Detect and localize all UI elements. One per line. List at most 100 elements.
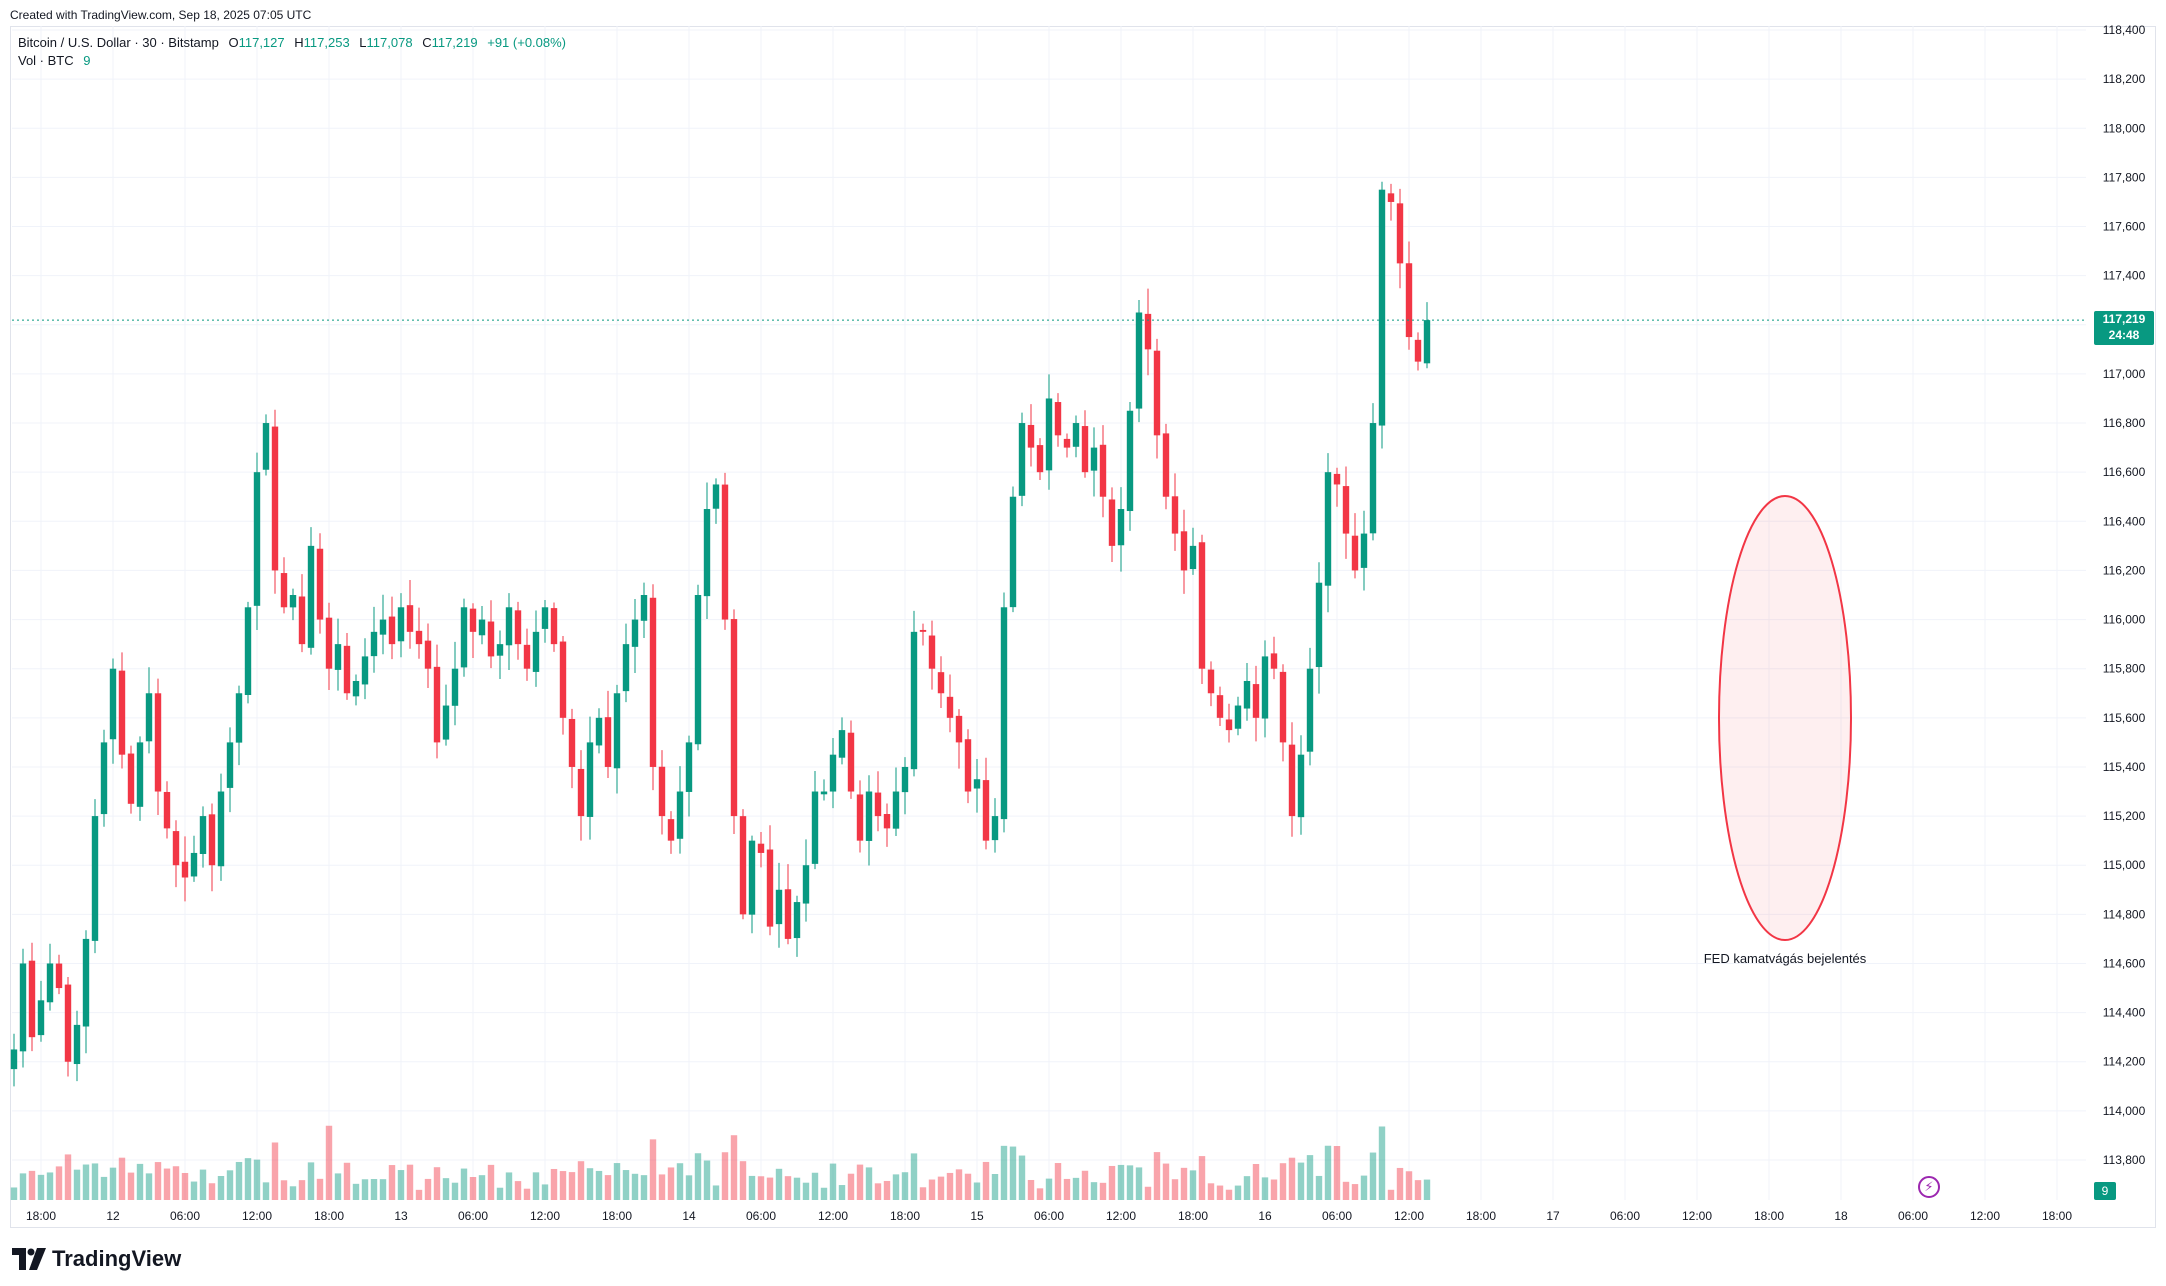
volume-bar [109, 1167, 117, 1200]
volume-bar [451, 1182, 459, 1200]
volume-bar [802, 1182, 810, 1200]
x-tick-label: 18:00 [1466, 1209, 1496, 1223]
volume-bar [685, 1175, 693, 1200]
volume-bar [1288, 1157, 1296, 1200]
candle-body [577, 768, 585, 817]
candle-body [649, 597, 657, 767]
volume-bar [397, 1170, 405, 1200]
y-tick-label: 117,600 [2103, 220, 2146, 234]
x-tick-label: 15 [970, 1209, 984, 1223]
volume-bar [883, 1180, 891, 1200]
open-value: 117,127 [238, 35, 285, 50]
volume-bar [811, 1172, 819, 1200]
candle-body [973, 779, 981, 789]
y-tick-label: 116,000 [2103, 613, 2146, 627]
candle-body [775, 889, 783, 925]
candle-body [73, 1024, 81, 1065]
volume-bar [226, 1170, 234, 1200]
candle-body [1234, 705, 1242, 729]
volume-bar [631, 1173, 639, 1200]
volume-bar [820, 1187, 828, 1200]
volume-bar [46, 1172, 54, 1200]
volume-bar [658, 1174, 666, 1200]
candle-body [298, 596, 306, 645]
low-value: 117,078 [366, 35, 413, 50]
y-tick-label: 116,200 [2103, 563, 2146, 577]
volume-bar [1261, 1177, 1269, 1200]
volume-bar [721, 1152, 729, 1200]
candle-body [145, 693, 153, 742]
candle-body [1009, 496, 1017, 608]
y-tick-label: 114,800 [2103, 907, 2146, 921]
volume-bar [1315, 1175, 1323, 1200]
candle-body [604, 717, 612, 767]
x-tick-label: 12:00 [242, 1209, 272, 1223]
legend-row-price: Bitcoin / U.S. Dollar · 30 · Bitstamp O1… [18, 34, 566, 52]
volume-bar [541, 1184, 549, 1200]
volume-bar [739, 1161, 747, 1200]
x-tick-label: 12:00 [1394, 1209, 1424, 1223]
candle-body [208, 814, 216, 866]
volume-bar [1414, 1180, 1422, 1200]
volume-bar [640, 1175, 648, 1200]
candle-body [136, 742, 144, 807]
candle-body [280, 573, 288, 608]
candle-body [370, 631, 378, 657]
tradingview-logo[interactable]: TradingView [12, 1246, 181, 1272]
volume-bar [1099, 1182, 1107, 1200]
candle-body [1423, 320, 1431, 364]
volume-bar [874, 1183, 882, 1200]
candle-body [1243, 680, 1251, 709]
volume-bar [1036, 1188, 1044, 1200]
volume-bar [964, 1173, 972, 1200]
candle-body [964, 739, 972, 792]
volume-bar [1216, 1185, 1224, 1200]
candle-body [433, 666, 441, 743]
fed-annotation-text: FED kamatvágás bejelentés [1704, 951, 1867, 966]
candle-body [1198, 542, 1206, 669]
candle-body [1090, 447, 1098, 471]
volume-bar [991, 1173, 999, 1200]
volume-bar [1324, 1145, 1332, 1200]
volume-bar [595, 1170, 603, 1200]
candle-body [928, 635, 936, 669]
volume-bar [154, 1162, 162, 1200]
candle-body [748, 840, 756, 915]
candle-body [901, 766, 909, 793]
candle-body [1072, 423, 1080, 447]
candle-body [1045, 398, 1053, 471]
candle-body [1063, 438, 1071, 448]
volume-bar [973, 1182, 981, 1200]
candle-body [1054, 402, 1062, 436]
candle-body [1297, 754, 1305, 818]
flash-icon[interactable]: ⚡ [1918, 1176, 1940, 1198]
volume-bar [343, 1162, 351, 1200]
y-tick-label: 114,200 [2103, 1055, 2146, 1069]
candle-body [226, 742, 234, 788]
volume-bar [73, 1169, 81, 1200]
volume-bar [946, 1172, 954, 1200]
candle-body [874, 792, 882, 817]
candle-body [622, 644, 630, 692]
candle-body [496, 644, 504, 656]
volume-bar [1252, 1164, 1260, 1200]
candle-body [469, 608, 477, 632]
volume-bar [919, 1187, 927, 1200]
candle-body [1162, 433, 1170, 497]
candle-body [667, 819, 675, 841]
y-tick-label: 117,400 [2103, 269, 2146, 283]
volume-bar [667, 1167, 675, 1200]
volume-bar [838, 1185, 846, 1200]
volume-bar [1279, 1163, 1287, 1200]
volume-bar [487, 1164, 495, 1200]
symbol-label: Bitcoin / U.S. Dollar · 30 · Bitstamp [18, 35, 219, 50]
last-price-value: 117,219 [2102, 312, 2146, 326]
candle-body [1153, 350, 1161, 436]
volume-bar [865, 1167, 873, 1200]
candle-body [595, 717, 603, 746]
x-tick-label: 18:00 [1754, 1209, 1784, 1223]
candle-body [406, 605, 414, 632]
candle-body [802, 865, 810, 904]
candle-body [514, 610, 522, 645]
